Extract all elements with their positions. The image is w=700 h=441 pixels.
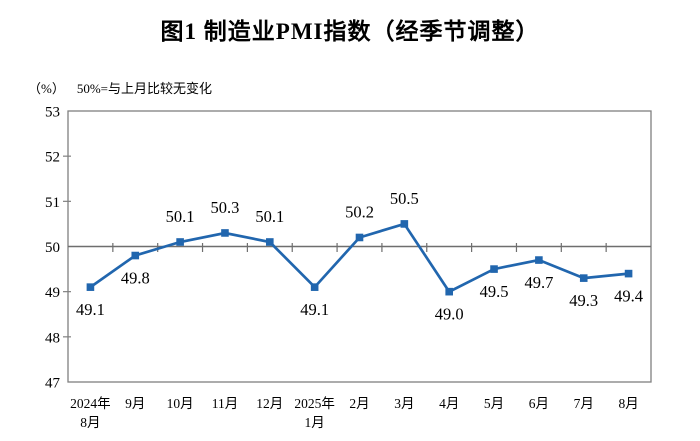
data-point-label: 49.0	[435, 305, 464, 324]
data-point-label: 49.1	[300, 300, 329, 319]
y-axis-tick-label: 47	[45, 376, 61, 392]
data-point-label: 49.1	[76, 300, 105, 319]
data-point-marker	[221, 229, 229, 237]
data-point-marker	[445, 287, 453, 296]
x-axis-category-label: 6月	[529, 396, 549, 411]
data-point-marker	[266, 238, 274, 246]
data-point-marker	[176, 238, 184, 246]
y-axis-tick-label: 53	[45, 105, 60, 121]
data-point-marker	[624, 269, 633, 278]
data-point-marker	[535, 256, 543, 264]
chart-subtitle: （%） 50%=与上月比较无变化	[28, 78, 212, 97]
data-point-marker	[310, 283, 319, 291]
x-axis-category-label: 3月	[394, 396, 414, 411]
data-point-marker	[400, 220, 409, 228]
x-axis-category-label: 5月	[484, 396, 504, 411]
y-axis-tick-label: 50	[45, 240, 60, 256]
data-point-marker	[490, 265, 498, 273]
data-point-label: 50.3	[211, 198, 240, 217]
data-point-label: 49.7	[524, 273, 553, 292]
y-axis-tick-label: 49	[45, 285, 60, 301]
x-axis-category-label: 12月	[256, 396, 283, 411]
x-axis-category-label: 9月	[125, 396, 145, 411]
data-point-label: 49.4	[614, 287, 643, 306]
data-point-label: 50.2	[345, 202, 374, 221]
reference-note: 50%=与上月比较无变化	[76, 81, 213, 96]
y-axis-tick-label: 51	[45, 195, 60, 211]
data-point-label: 49.3	[569, 291, 598, 310]
x-axis-category-label: 4月	[439, 396, 459, 411]
chart-title: 图1 制造业PMI指数（经季节调整）	[160, 19, 540, 44]
x-axis-category-label: 1月	[305, 415, 325, 430]
y-axis-tick-label: 52	[45, 150, 60, 166]
data-point-label: 50.1	[166, 207, 195, 226]
x-axis-category-label: 10月	[167, 396, 194, 411]
data-point-marker	[579, 274, 588, 282]
x-axis-category-label: 8月	[80, 415, 100, 430]
x-axis-category-label: 8月	[618, 396, 638, 411]
data-point-label: 50.1	[255, 207, 284, 226]
x-axis-category-label: 11月	[212, 396, 239, 411]
data-point-marker	[86, 283, 95, 291]
x-axis-category-label: 2月	[349, 396, 369, 411]
x-axis-category-label: 2024年	[70, 396, 111, 411]
x-axis-category-label: 2025年	[294, 396, 335, 411]
data-point-label: 50.5	[390, 189, 419, 208]
data-point-label: 49.8	[121, 269, 150, 288]
y-axis-unit-label: （%）	[28, 81, 65, 96]
data-point-label: 49.5	[480, 282, 509, 301]
data-point-marker	[131, 251, 140, 260]
data-point-marker	[355, 233, 364, 242]
x-axis-category-label: 7月	[574, 396, 594, 411]
y-axis-tick-label: 48	[45, 330, 60, 346]
